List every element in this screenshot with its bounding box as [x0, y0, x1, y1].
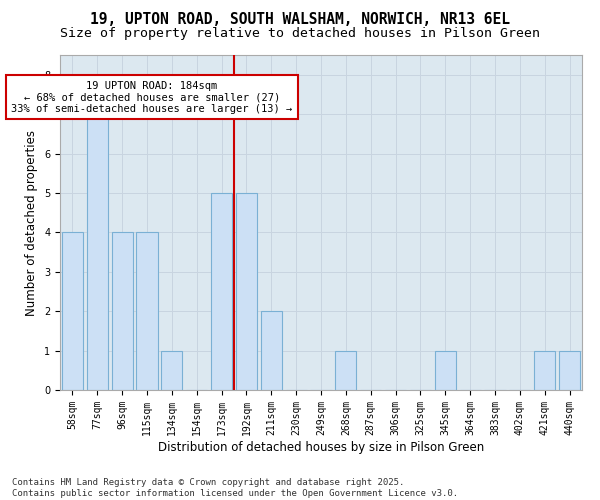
Text: 19 UPTON ROAD: 184sqm
← 68% of detached houses are smaller (27)
33% of semi-deta: 19 UPTON ROAD: 184sqm ← 68% of detached …	[11, 80, 293, 114]
Bar	[236, 193, 257, 390]
X-axis label: Distribution of detached houses by size in Pilson Green: Distribution of detached houses by size …	[158, 440, 484, 454]
Bar	[261, 311, 282, 390]
Text: 19, UPTON ROAD, SOUTH WALSHAM, NORWICH, NR13 6EL: 19, UPTON ROAD, SOUTH WALSHAM, NORWICH, …	[90, 12, 510, 28]
Bar	[211, 193, 232, 390]
Bar	[559, 350, 580, 390]
Bar	[534, 350, 555, 390]
Bar	[335, 350, 356, 390]
Text: Contains HM Land Registry data © Crown copyright and database right 2025.
Contai: Contains HM Land Registry data © Crown c…	[12, 478, 458, 498]
Bar	[87, 74, 108, 390]
Text: Size of property relative to detached houses in Pilson Green: Size of property relative to detached ho…	[60, 28, 540, 40]
Bar	[112, 232, 133, 390]
Y-axis label: Number of detached properties: Number of detached properties	[25, 130, 38, 316]
Bar	[62, 232, 83, 390]
Bar	[435, 350, 456, 390]
Bar	[161, 350, 182, 390]
Bar	[136, 232, 158, 390]
